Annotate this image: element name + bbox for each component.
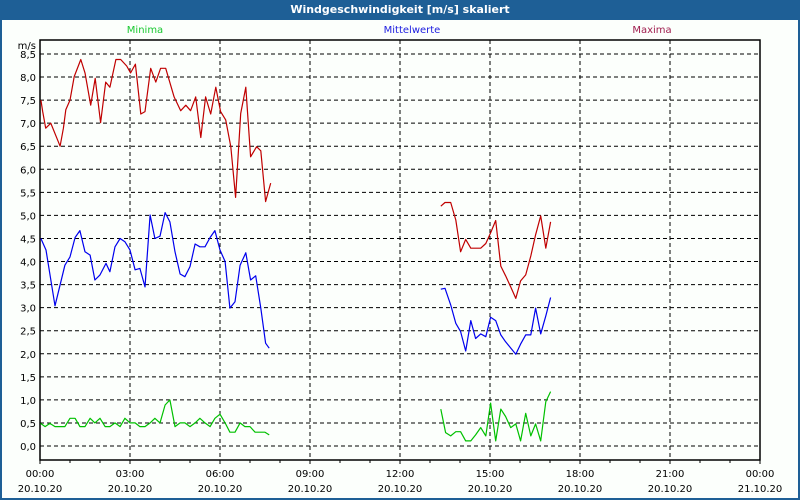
- x-tick-time: 00:00: [26, 469, 55, 480]
- y-tick-label: 1,0: [20, 396, 36, 407]
- y-axis-unit: m/s: [18, 41, 36, 52]
- x-tick-date: 20.10.20: [198, 484, 243, 495]
- series-line-mittelwerte: [440, 287, 552, 355]
- x-tick-time: 03:00: [116, 469, 145, 480]
- series-line-minima: [40, 399, 270, 436]
- y-tick-label: 6,0: [20, 165, 36, 176]
- x-tick-time: 00:00: [746, 469, 775, 480]
- y-tick-label: 6,5: [20, 142, 36, 153]
- y-tick-label: 7,0: [20, 119, 36, 130]
- y-tick-label: 1,5: [20, 373, 36, 384]
- y-tick-label: 0,5: [20, 419, 36, 430]
- plot-area-frame: [39, 39, 761, 461]
- y-tick-label: 4,0: [20, 258, 36, 269]
- x-tick-date: 21.10.20: [738, 484, 783, 495]
- y-tick-label: 5,5: [20, 188, 36, 199]
- y-tick-label: 3,5: [20, 281, 36, 292]
- x-tick-date: 20.10.20: [648, 484, 693, 495]
- x-tick-time: 06:00: [206, 469, 235, 480]
- legend-maxima: Maxima: [632, 25, 671, 36]
- x-tick-time: 15:00: [476, 469, 505, 480]
- legend-mittelwerte: Mittelwerte: [384, 25, 441, 36]
- y-tick-label: 2,5: [20, 327, 36, 338]
- x-tick-time: 09:00: [296, 469, 325, 480]
- x-tick-date: 20.10.20: [18, 484, 63, 495]
- x-tick-date: 20.10.20: [558, 484, 603, 495]
- series-line-maxima: [40, 58, 272, 203]
- y-tick-label: 5,0: [20, 211, 36, 222]
- series-line-maxima: [440, 201, 552, 299]
- y-tick-label: 4,5: [20, 234, 36, 245]
- y-tick-label: 2,0: [20, 350, 36, 361]
- x-tick-date: 20.10.20: [288, 484, 333, 495]
- x-tick-date: 20.10.20: [468, 484, 513, 495]
- y-tick-label: 8,5: [20, 50, 36, 61]
- y-tick-label: 0,0: [20, 442, 36, 453]
- x-tick-time: 21:00: [656, 469, 685, 480]
- legend-minima: Minima: [127, 25, 163, 36]
- y-tick-label: 7,5: [20, 96, 36, 107]
- x-tick-time: 12:00: [386, 469, 415, 480]
- x-tick-date: 20.10.20: [108, 484, 153, 495]
- x-tick-time: 18:00: [566, 469, 595, 480]
- series-line-minima: [440, 391, 552, 442]
- window-title: Windgeschwindigkeit [m/s] skaliert: [0, 0, 800, 20]
- x-tick-date: 20.10.20: [378, 484, 423, 495]
- y-tick-label: 8,0: [20, 73, 36, 84]
- y-tick-label: 3,0: [20, 304, 36, 315]
- series-line-mittelwerte: [40, 212, 270, 349]
